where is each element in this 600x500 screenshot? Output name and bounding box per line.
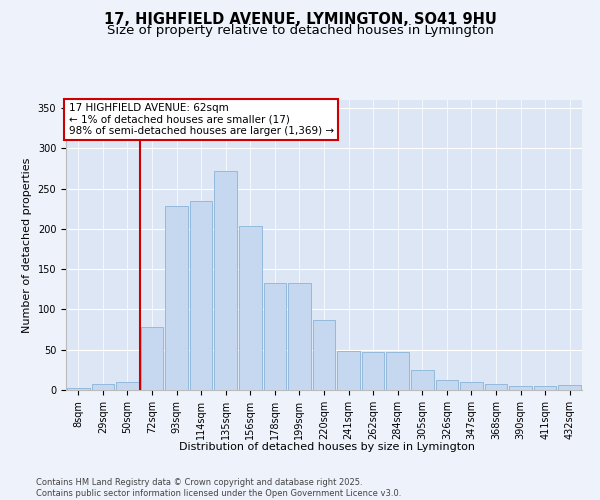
Bar — [337, 352, 360, 390]
Text: Contains HM Land Registry data © Crown copyright and database right 2025.
Contai: Contains HM Land Registry data © Crown c… — [36, 478, 401, 498]
Bar — [485, 384, 508, 390]
Bar — [460, 382, 483, 390]
Bar — [116, 382, 139, 390]
Text: 17, HIGHFIELD AVENUE, LYMINGTON, SO41 9HU: 17, HIGHFIELD AVENUE, LYMINGTON, SO41 9H… — [104, 12, 496, 28]
Bar — [92, 384, 114, 390]
Bar — [140, 327, 163, 390]
Bar — [362, 352, 385, 390]
Bar — [559, 385, 581, 390]
Bar — [67, 388, 89, 390]
Bar — [436, 380, 458, 390]
Bar — [386, 352, 409, 390]
Bar — [239, 226, 262, 390]
Bar — [509, 386, 532, 390]
Bar — [165, 206, 188, 390]
Bar — [411, 370, 434, 390]
Text: Size of property relative to detached houses in Lymington: Size of property relative to detached ho… — [107, 24, 493, 37]
Bar — [534, 386, 556, 390]
Bar — [263, 283, 286, 390]
Y-axis label: Number of detached properties: Number of detached properties — [22, 158, 32, 332]
Bar — [190, 200, 212, 390]
Text: 17 HIGHFIELD AVENUE: 62sqm
← 1% of detached houses are smaller (17)
98% of semi-: 17 HIGHFIELD AVENUE: 62sqm ← 1% of detac… — [68, 103, 334, 136]
Bar — [214, 171, 237, 390]
Bar — [313, 320, 335, 390]
Text: Distribution of detached houses by size in Lymington: Distribution of detached houses by size … — [179, 442, 475, 452]
Bar — [288, 283, 311, 390]
